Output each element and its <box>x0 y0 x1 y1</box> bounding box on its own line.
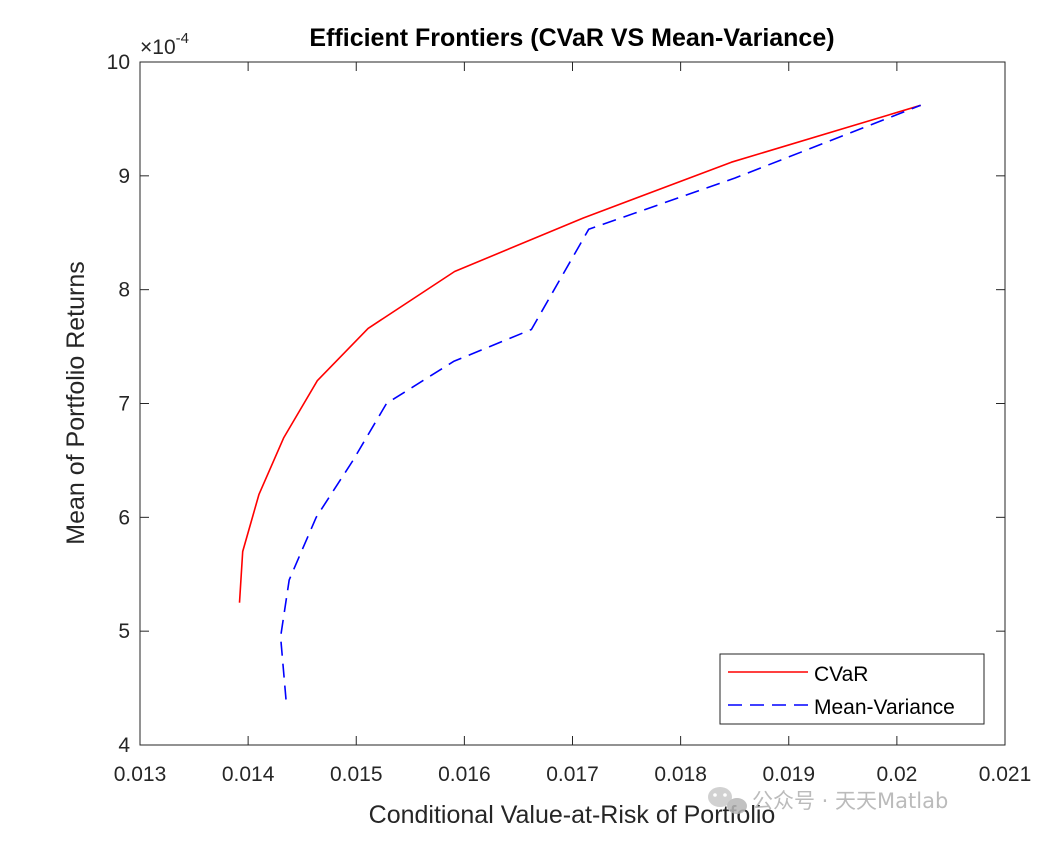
plot-area <box>139 61 1006 746</box>
legend-box <box>719 653 985 725</box>
x-axis: 0.013 0.014 0.015 0.016 0.017 0.018 0.019 0.02 0… <box>114 62 1032 786</box>
x-tick-label: 0.017 <box>546 763 599 786</box>
legend-label-mean-variance: Mean-Variance <box>814 696 955 719</box>
x-tick-label: 0.019 <box>762 763 815 786</box>
chart-title: Efficient Frontiers (CVaR VS Mean-Varian… <box>309 24 834 52</box>
y-axis: 4 5 6 7 8 9 10 <box>107 51 1005 757</box>
legend-label-cvar: CVaR <box>814 663 868 686</box>
y-tick-label: 7 <box>118 393 130 416</box>
x-tick-label: 0.015 <box>330 763 383 786</box>
x-axis-label: Conditional Value-at-Risk of Portfolio <box>369 801 776 829</box>
series-layer <box>238 104 921 700</box>
series-line-mean-variance <box>279 104 921 700</box>
y-tick-label: 4 <box>118 734 130 757</box>
x-tick-label: 0.016 <box>438 763 491 786</box>
watermark-text: 公众号 · 天天Matlab <box>752 789 948 813</box>
y-axis-label: Mean of Portfolio Returns <box>62 261 90 544</box>
x-tick-label: 0.02 <box>876 763 917 786</box>
y-tick-label: 6 <box>118 506 130 529</box>
x-tick-label: 0.021 <box>979 763 1032 786</box>
series-line-cvar <box>238 104 921 603</box>
y-exponent-label: ×10-4 <box>140 30 189 59</box>
y-tick-label: 5 <box>118 620 130 643</box>
legend: CVaR Mean-Variance <box>719 653 985 725</box>
x-tick-label: 0.013 <box>114 763 167 786</box>
y-tick-label: 9 <box>118 165 130 188</box>
wechat-icon <box>708 787 747 814</box>
x-tick-label: 0.018 <box>654 763 707 786</box>
y-tick-label: 8 <box>118 279 130 302</box>
y-tick-label: 10 <box>107 51 130 74</box>
x-tick-label: 0.014 <box>222 763 275 786</box>
watermark: 公众号 · 天天Matlab <box>708 787 948 814</box>
